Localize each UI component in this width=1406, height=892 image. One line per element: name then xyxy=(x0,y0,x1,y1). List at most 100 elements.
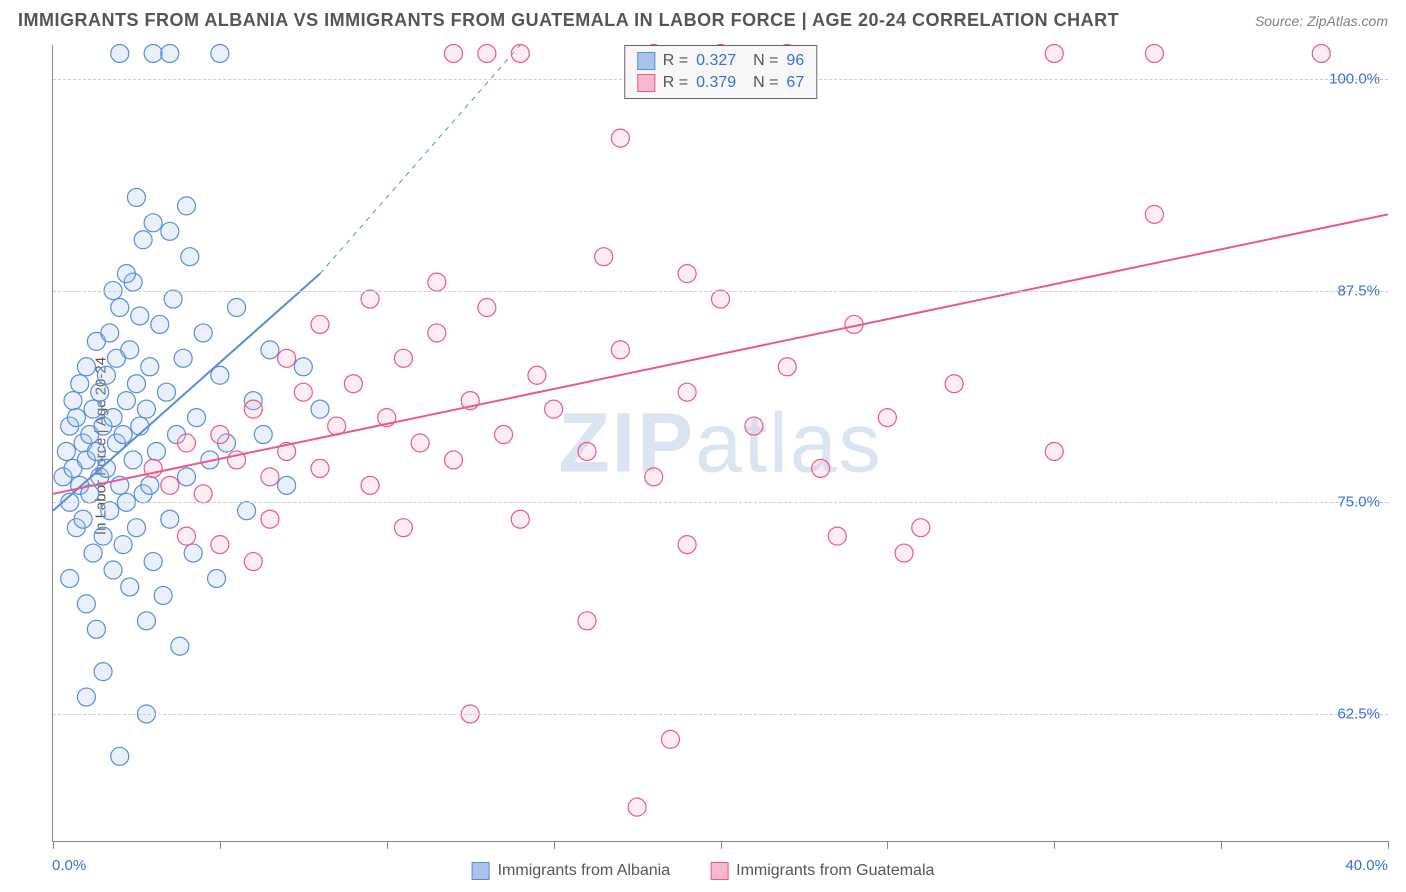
data-point xyxy=(77,358,95,376)
data-point xyxy=(745,417,763,435)
data-point xyxy=(394,349,412,367)
data-point xyxy=(511,510,529,528)
data-point xyxy=(174,349,192,367)
data-point xyxy=(278,476,296,494)
data-point xyxy=(84,544,102,562)
data-point xyxy=(87,620,105,638)
data-point xyxy=(171,637,189,655)
data-point xyxy=(194,485,212,503)
chart-area: ZIPatlas R = 0.327 N = 96 R = 0.379 N = … xyxy=(52,45,1388,842)
n-value-guatemala: 67 xyxy=(786,74,804,92)
data-point xyxy=(828,527,846,545)
data-point xyxy=(77,595,95,613)
legend-bottom-guatemala: Immigrants from Guatemala xyxy=(710,862,934,880)
data-point xyxy=(178,434,196,452)
data-point xyxy=(945,375,963,393)
r-label: R = xyxy=(663,74,688,92)
data-point xyxy=(311,459,329,477)
ytick-label: 75.0% xyxy=(1337,494,1380,511)
data-point xyxy=(611,341,629,359)
chart-title: IMMIGRANTS FROM ALBANIA VS IMMIGRANTS FR… xyxy=(18,10,1119,31)
data-point xyxy=(131,307,149,325)
data-point xyxy=(64,392,82,410)
data-point xyxy=(578,442,596,460)
n-label: N = xyxy=(744,52,778,70)
data-point xyxy=(164,290,182,308)
data-point xyxy=(61,569,79,587)
data-point xyxy=(157,383,175,401)
data-point xyxy=(127,519,145,537)
r-value-guatemala: 0.379 xyxy=(696,74,736,92)
xtick xyxy=(721,841,722,849)
legend-bottom: Immigrants from Albania Immigrants from … xyxy=(472,862,935,880)
data-point xyxy=(111,747,129,765)
data-point xyxy=(244,553,262,571)
data-point xyxy=(57,442,75,460)
data-point xyxy=(394,519,412,537)
data-point xyxy=(294,358,312,376)
xtick xyxy=(1388,841,1389,849)
trend-line xyxy=(53,214,1388,493)
data-point xyxy=(361,290,379,308)
data-point xyxy=(161,510,179,528)
data-point xyxy=(127,375,145,393)
data-point xyxy=(127,188,145,206)
data-point xyxy=(595,248,613,266)
data-point xyxy=(445,44,463,62)
data-point xyxy=(178,468,196,486)
data-point xyxy=(94,527,112,545)
data-point xyxy=(278,349,296,367)
data-point xyxy=(678,536,696,554)
data-point xyxy=(101,324,119,342)
xtick xyxy=(53,841,54,849)
data-point xyxy=(111,44,129,62)
legend-label-albania: Immigrants from Albania xyxy=(498,862,671,880)
data-point xyxy=(294,383,312,401)
data-point xyxy=(144,214,162,232)
gridline xyxy=(53,291,1388,292)
data-point xyxy=(261,510,279,528)
data-point xyxy=(151,315,169,333)
xtick xyxy=(220,841,221,849)
data-point xyxy=(528,366,546,384)
swatch-albania-bottom xyxy=(472,862,490,880)
data-point xyxy=(124,451,142,469)
data-point xyxy=(74,510,92,528)
xtick xyxy=(1054,841,1055,849)
xtick xyxy=(887,841,888,849)
data-point xyxy=(117,392,135,410)
data-point xyxy=(137,400,155,418)
legend-row-albania: R = 0.327 N = 96 xyxy=(637,50,804,72)
data-point xyxy=(495,426,513,444)
data-point xyxy=(211,44,229,62)
data-point xyxy=(261,341,279,359)
r-value-albania: 0.327 xyxy=(696,52,736,70)
data-point xyxy=(114,536,132,554)
data-point xyxy=(161,476,179,494)
data-point xyxy=(137,612,155,630)
x-max-label: 40.0% xyxy=(1345,857,1388,874)
data-point xyxy=(411,434,429,452)
data-point xyxy=(77,688,95,706)
n-label: N = xyxy=(744,74,778,92)
data-point xyxy=(208,569,226,587)
data-point xyxy=(94,663,112,681)
data-point xyxy=(1045,442,1063,460)
xtick xyxy=(554,841,555,849)
data-point xyxy=(154,586,172,604)
ytick-label: 100.0% xyxy=(1329,70,1380,87)
data-point xyxy=(261,468,279,486)
data-point xyxy=(104,409,122,427)
data-point xyxy=(178,527,196,545)
gridline xyxy=(53,714,1388,715)
data-point xyxy=(311,315,329,333)
data-point xyxy=(67,409,85,427)
data-point xyxy=(238,502,256,520)
gridline xyxy=(53,502,1388,503)
data-point xyxy=(778,358,796,376)
data-point xyxy=(104,561,122,579)
data-point xyxy=(712,290,730,308)
data-point xyxy=(147,442,165,460)
legend-row-guatemala: R = 0.379 N = 67 xyxy=(637,72,804,94)
data-point xyxy=(111,299,129,317)
